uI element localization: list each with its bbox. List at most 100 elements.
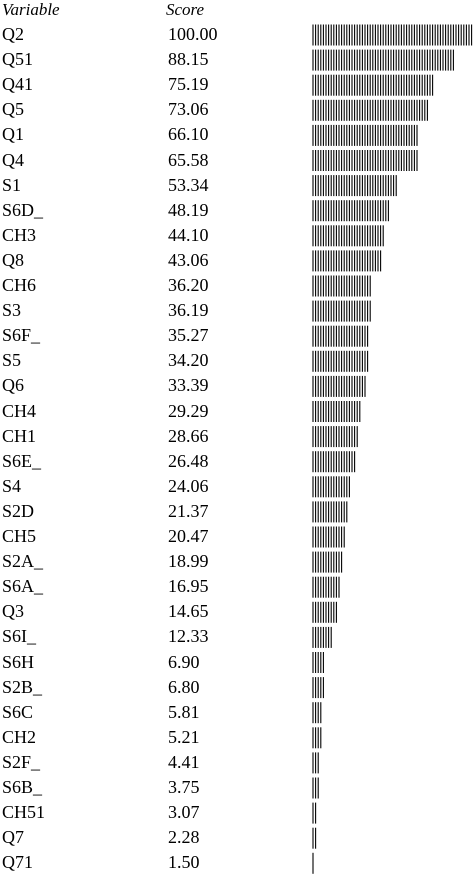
variable-label: Q7 bbox=[2, 827, 24, 848]
variable-label: Q6 bbox=[2, 375, 24, 396]
variable-label: S6B_ bbox=[2, 777, 43, 797]
score-value: 1.50 bbox=[168, 852, 200, 873]
bar bbox=[312, 476, 350, 498]
variable-label: S2B_ bbox=[2, 676, 43, 697]
bar bbox=[312, 24, 473, 46]
variable-label: S6C bbox=[2, 701, 34, 722]
score-value: 12.33 bbox=[168, 626, 209, 647]
variable-label: S6D_ bbox=[2, 199, 44, 220]
score-value: 5.21 bbox=[168, 726, 200, 747]
score-value: 29.29 bbox=[168, 400, 209, 421]
score-value: 66.10 bbox=[168, 124, 209, 145]
variable-label: Q2 bbox=[2, 24, 24, 44]
variable-label: S6H bbox=[2, 651, 35, 672]
score-value: 73.06 bbox=[168, 99, 209, 120]
bar bbox=[312, 401, 361, 422]
score-value: 20.47 bbox=[168, 526, 209, 546]
variable-label: S2A_ bbox=[2, 551, 44, 572]
variable-label: CH51 bbox=[2, 802, 46, 823]
variable-label: S4 bbox=[2, 475, 22, 496]
bar bbox=[312, 426, 358, 448]
variable-label: Q51 bbox=[2, 49, 33, 70]
bar bbox=[312, 375, 366, 397]
variable-label: S6F_ bbox=[2, 325, 41, 346]
variable-column-header: Variable bbox=[2, 0, 60, 19]
bar bbox=[312, 350, 369, 372]
bar bbox=[312, 551, 343, 573]
score-value: 6.90 bbox=[168, 651, 200, 672]
score-value: 35.27 bbox=[168, 325, 209, 346]
variable-label: S6E_ bbox=[2, 450, 42, 471]
variable-label: CH1 bbox=[2, 425, 37, 446]
bar bbox=[312, 526, 345, 548]
variable-label: Q1 bbox=[2, 124, 24, 145]
bar bbox=[312, 501, 348, 523]
variable-label: CH2 bbox=[2, 726, 37, 747]
variable-label: S2F_ bbox=[2, 751, 41, 772]
bar bbox=[312, 576, 340, 598]
bar bbox=[312, 702, 322, 724]
score-value: 3.07 bbox=[168, 802, 200, 823]
bar bbox=[312, 150, 418, 171]
score-value: 33.39 bbox=[168, 375, 209, 396]
score-value: 2.28 bbox=[168, 827, 200, 848]
bar bbox=[312, 99, 428, 121]
score-value: 36.19 bbox=[168, 300, 209, 321]
score-value: 18.99 bbox=[168, 551, 209, 572]
variable-label: S5 bbox=[2, 350, 22, 371]
bar bbox=[312, 74, 434, 96]
bar bbox=[312, 225, 384, 247]
variable-label: S1 bbox=[2, 174, 22, 195]
score-value: 75.19 bbox=[168, 74, 209, 95]
score-value: 88.15 bbox=[168, 49, 209, 70]
score-value: 65.58 bbox=[168, 149, 209, 170]
score-column-header: Score bbox=[166, 0, 205, 19]
bar bbox=[312, 200, 389, 222]
bar bbox=[312, 275, 371, 297]
variable-label: S6I_ bbox=[2, 626, 37, 647]
score-value: 5.81 bbox=[168, 701, 200, 722]
score-value: 3.75 bbox=[168, 777, 200, 797]
variable-label: CH6 bbox=[2, 275, 37, 295]
variable-label: Q4 bbox=[2, 149, 24, 170]
bar bbox=[312, 777, 319, 799]
bar bbox=[312, 727, 322, 749]
score-value: 44.10 bbox=[168, 224, 209, 245]
bar bbox=[312, 49, 454, 71]
variable-label: Q8 bbox=[2, 249, 24, 270]
variable-label: Q3 bbox=[2, 601, 24, 622]
bar bbox=[312, 300, 371, 322]
score-value: 43.06 bbox=[168, 249, 209, 270]
bar bbox=[312, 325, 369, 347]
score-value: 53.34 bbox=[168, 174, 209, 195]
variable-label: CH3 bbox=[2, 224, 37, 245]
variable-label: S2D bbox=[2, 500, 35, 521]
variable-label: Q5 bbox=[2, 99, 24, 120]
score-value: 21.37 bbox=[168, 500, 209, 521]
bar bbox=[312, 752, 319, 774]
bar bbox=[312, 652, 324, 673]
bar bbox=[312, 175, 397, 197]
score-value: 26.48 bbox=[168, 450, 209, 471]
score-value: 36.20 bbox=[168, 275, 209, 295]
score-value: 6.80 bbox=[168, 676, 200, 697]
score-value: 14.65 bbox=[168, 601, 209, 622]
variable-label: S3 bbox=[2, 300, 22, 321]
bar bbox=[312, 451, 356, 473]
bar bbox=[312, 626, 332, 648]
score-value: 4.41 bbox=[168, 751, 200, 772]
variable-label: Q41 bbox=[2, 74, 33, 95]
bar bbox=[312, 677, 324, 699]
score-value: 16.95 bbox=[168, 576, 209, 597]
variable-label: S6A_ bbox=[2, 576, 44, 597]
score-value: 34.20 bbox=[168, 350, 209, 371]
score-value: 24.06 bbox=[168, 475, 209, 496]
bar bbox=[312, 601, 337, 623]
variable-label: CH5 bbox=[2, 526, 37, 546]
bar bbox=[312, 827, 317, 849]
variable-label: Q71 bbox=[2, 852, 33, 873]
bar bbox=[312, 124, 418, 146]
score-value: 48.19 bbox=[168, 199, 209, 220]
